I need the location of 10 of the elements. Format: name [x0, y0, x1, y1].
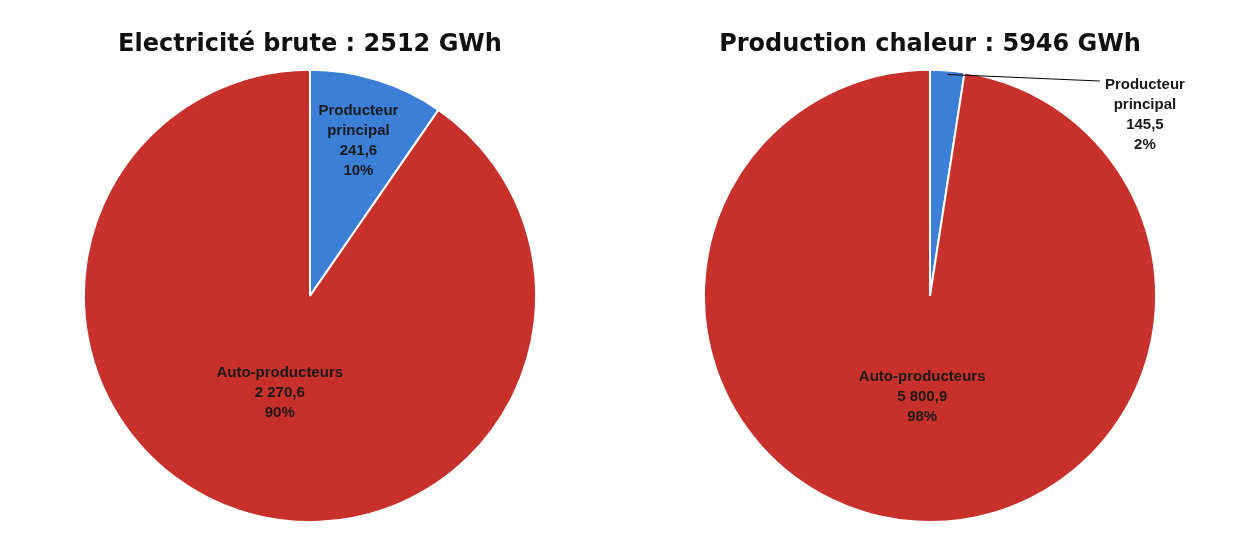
data-label: 5 800,9 98%	[897, 387, 948, 425]
data-label: 145,5 2%	[1126, 115, 1164, 153]
chart-title: Production chaleur : 5946 GWh	[719, 28, 1141, 57]
data-label: 241,6 10%	[339, 140, 378, 178]
slice-label: Auto-producteurs	[858, 367, 986, 385]
data-label: 2 270,6 90%	[254, 383, 305, 421]
chart-title: Electricité brute : 2512 GWh	[118, 28, 502, 57]
slice-label: Producteur principal	[318, 100, 399, 138]
slice-label: Producteur principal	[1104, 75, 1186, 113]
slice-label: Auto-producteurs	[216, 363, 344, 381]
